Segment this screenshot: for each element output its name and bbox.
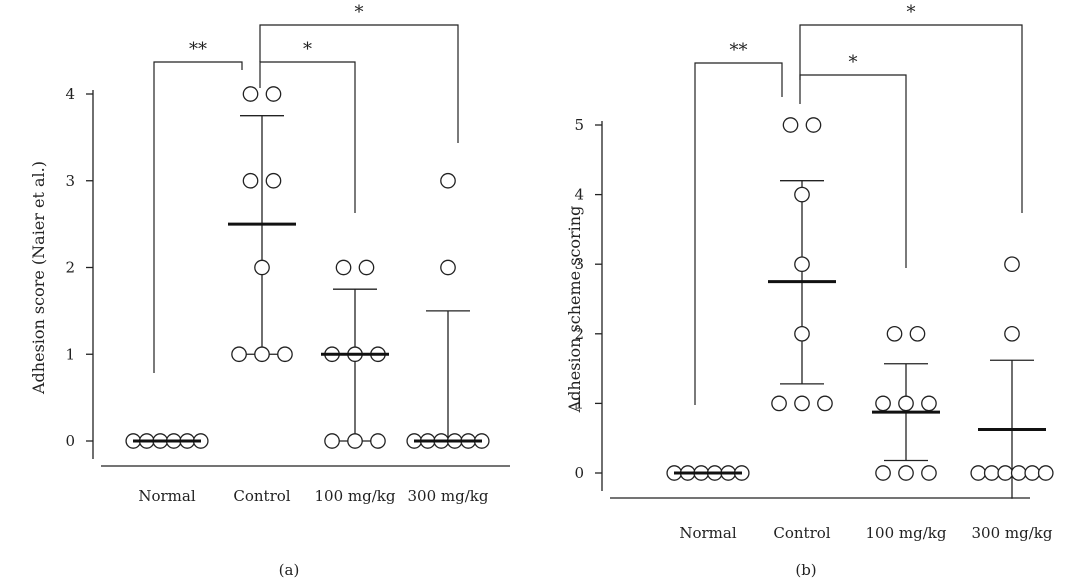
y-tick-label: 1 <box>65 345 75 363</box>
data-point <box>242 86 259 102</box>
data-point <box>440 259 456 276</box>
data-point <box>997 465 1014 481</box>
significance-bracket <box>259 24 459 143</box>
y-tick-label: 1 <box>574 394 584 412</box>
data-point <box>794 256 810 273</box>
y-tick-label: 3 <box>574 255 584 273</box>
significance-bracket <box>799 24 1023 213</box>
data-point <box>358 259 375 276</box>
panel-label: (a) <box>279 561 300 579</box>
significance-label: * <box>355 2 364 23</box>
data-point <box>1024 465 1041 481</box>
significance-label: * <box>303 39 312 60</box>
significance-label: * <box>907 2 916 23</box>
data-point <box>794 395 810 412</box>
panel-b: 0 1 2 3 4 5 Adhesion scheme scoring Normal Contr… <box>565 2 1054 579</box>
x-tick-label: Control <box>773 524 830 542</box>
y-tick-label: 2 <box>574 325 584 343</box>
significance-bracket <box>259 61 356 213</box>
y-tick-label: 5 <box>574 116 584 134</box>
significance-label: ** <box>189 39 207 60</box>
data-point <box>921 465 937 481</box>
data-point <box>440 172 456 189</box>
x-tick-label: Normal <box>679 524 736 542</box>
x-tick-label: Control <box>233 487 290 505</box>
x-tick-label: 300 mg/kg <box>972 524 1053 542</box>
data-point <box>983 465 1000 481</box>
y-tick-label: 0 <box>574 464 584 482</box>
y-tick-label: 0 <box>65 432 75 450</box>
data-point <box>324 433 340 449</box>
data-point <box>782 117 799 133</box>
data-point <box>347 433 363 449</box>
x-tick-label: 100 mg/kg <box>315 487 396 505</box>
data-point <box>1010 465 1027 481</box>
y-axis-title: Adhesion score (Naier et al.) <box>29 161 48 395</box>
y-tick-label: 4 <box>574 186 584 204</box>
data-point <box>1004 256 1020 273</box>
significance-bracket <box>153 61 243 373</box>
data-point <box>1004 325 1020 342</box>
x-tick-label: 100 mg/kg <box>866 524 947 542</box>
data-point <box>242 172 259 189</box>
data-point <box>805 117 822 133</box>
data-point <box>1037 465 1054 481</box>
data-point <box>370 433 386 449</box>
data-point <box>898 465 914 481</box>
data-point <box>254 259 270 276</box>
panel-a: 0 1 2 3 4 Adhesion score (Naier et al.) Normal… <box>29 2 510 579</box>
significance-label: * <box>849 52 858 73</box>
data-point <box>794 186 810 203</box>
y-tick-label: 4 <box>65 85 75 103</box>
data-point <box>817 395 833 412</box>
panel-label: (b) <box>795 561 816 579</box>
data-point <box>794 325 810 342</box>
significance-bracket <box>799 74 907 268</box>
data-point <box>898 395 914 412</box>
data-point <box>875 395 891 412</box>
data-point <box>277 346 293 363</box>
data-point <box>231 346 247 363</box>
y-tick-label: 2 <box>65 259 75 277</box>
data-point <box>909 325 926 342</box>
data-point <box>335 259 352 276</box>
y-axis-title: Adhesion scheme scoring <box>565 206 584 414</box>
x-tick-label: 300 mg/kg <box>408 487 489 505</box>
data-point <box>771 395 787 412</box>
data-point <box>254 346 270 363</box>
data-point <box>265 172 282 189</box>
data-point <box>875 465 891 481</box>
data-point <box>921 395 937 412</box>
data-point <box>970 465 987 481</box>
significance-label: ** <box>730 40 748 61</box>
y-tick-label: 3 <box>65 172 75 190</box>
significance-bracket <box>694 62 783 405</box>
data-point <box>265 86 282 102</box>
x-tick-label: Normal <box>138 487 195 505</box>
data-point <box>886 325 903 342</box>
